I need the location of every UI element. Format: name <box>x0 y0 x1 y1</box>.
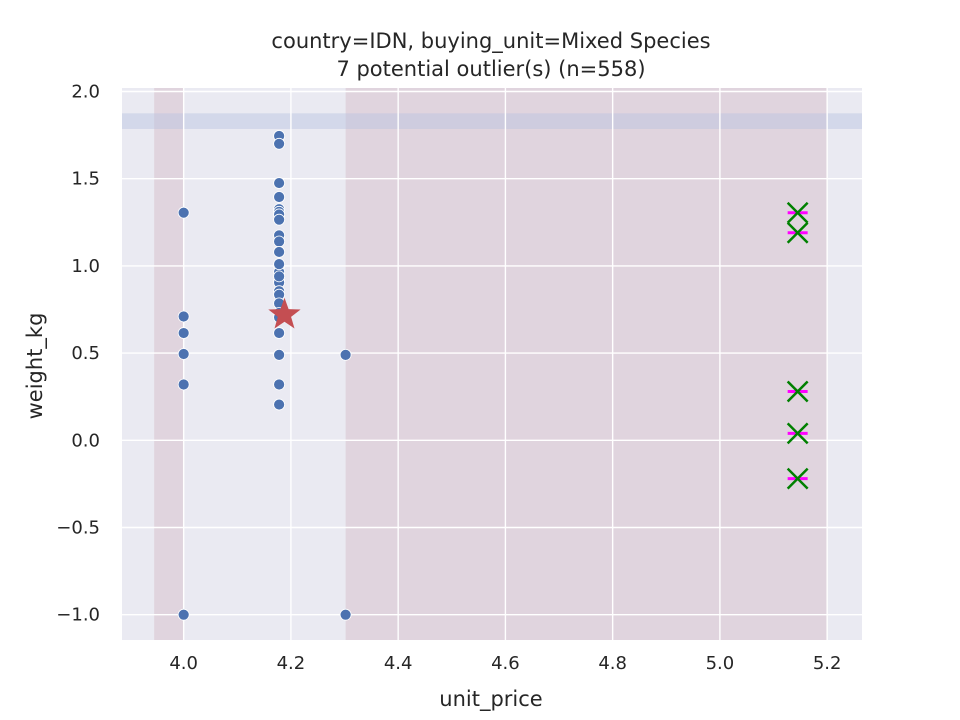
data-point <box>177 378 190 391</box>
data-point <box>177 206 190 219</box>
data-point <box>273 177 286 189</box>
outlier-marker <box>786 201 809 224</box>
y-tick-label-2: 0.0 <box>71 430 100 451</box>
outlier-cross-b <box>786 380 809 403</box>
x-tick-label-3: 4.6 <box>491 653 520 674</box>
data-point <box>273 213 286 226</box>
outlier-marker <box>786 221 809 244</box>
data-point <box>273 270 286 283</box>
y-tick-label-0: −1.0 <box>56 605 100 626</box>
outlier-marker <box>786 467 809 490</box>
centroid-star-marker <box>268 297 301 329</box>
data-point <box>273 327 286 339</box>
outlier-marker <box>786 422 809 445</box>
data-point <box>273 191 286 203</box>
data-point <box>273 246 286 258</box>
y-tick-label-4: 1.0 <box>71 256 100 277</box>
outlier-cross-b <box>786 221 809 244</box>
x-tick-label-1: 4.2 <box>277 653 306 674</box>
data-point <box>177 310 190 323</box>
outlier-cross-b <box>786 467 809 490</box>
chart-subtitle: 7 potential outlier(s) (n=558) <box>336 57 645 81</box>
x-tick-label-2: 4.4 <box>384 653 413 674</box>
chart-title: country=IDN, buying_unit=Mixed Species <box>271 29 710 54</box>
data-point <box>273 235 286 248</box>
y-axis-label: weight_kg <box>23 313 48 420</box>
data-point <box>273 378 286 391</box>
y-shaded-region-2 <box>122 113 862 129</box>
y-tick-label-5: 1.5 <box>71 169 100 190</box>
y-tick-label-3: 0.5 <box>71 343 100 364</box>
data-point <box>339 348 352 361</box>
outlier-cross-b <box>786 422 809 445</box>
data-point <box>339 608 352 621</box>
data-point <box>273 398 286 411</box>
x-shaded-region-1 <box>345 88 828 640</box>
y-tick-label-1: −0.5 <box>56 518 100 539</box>
x-axis-label: unit_price <box>439 687 542 712</box>
x-tick-label-5: 5.0 <box>706 653 735 674</box>
x-tick-label-0: 4.0 <box>169 653 198 674</box>
data-point <box>177 348 190 360</box>
data-point <box>177 608 190 621</box>
data-point <box>273 258 286 271</box>
data-point <box>273 137 286 150</box>
outlier-marker <box>786 380 809 403</box>
data-point <box>273 348 286 361</box>
outlier-cross-b <box>786 201 809 224</box>
data-point <box>177 327 190 339</box>
x-shaded-region-0 <box>154 88 184 640</box>
y-tick-label-6: 2.0 <box>71 81 100 102</box>
plot-area <box>122 88 862 640</box>
x-tick-label-6: 5.2 <box>813 653 842 674</box>
x-tick-label-4: 4.8 <box>598 653 627 674</box>
